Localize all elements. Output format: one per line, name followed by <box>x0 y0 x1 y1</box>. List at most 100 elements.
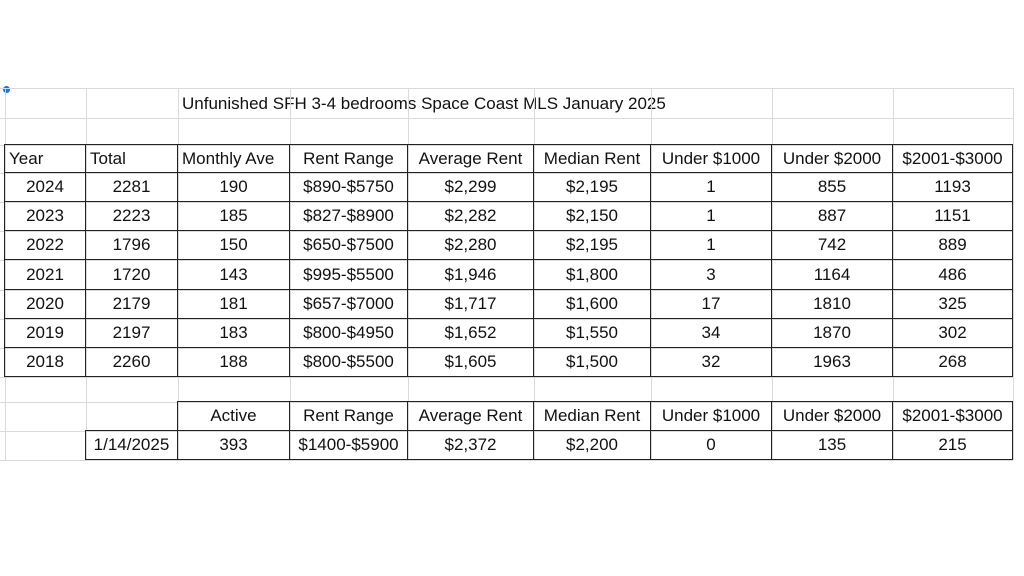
grid-line <box>0 348 1013 349</box>
table-cell: 185 <box>177 201 290 231</box>
table-cell: 183 <box>177 318 290 348</box>
table-cell: 1870 <box>771 318 893 348</box>
table-cell: 17 <box>650 289 772 319</box>
grid-line <box>0 377 1013 378</box>
table-cell: $1,605 <box>407 347 534 377</box>
grid-line <box>651 88 652 460</box>
grid-line <box>0 402 1013 403</box>
table-cell: 181 <box>177 289 290 319</box>
table-cell: $2,299 <box>407 172 534 202</box>
table-cell: 855 <box>771 172 893 202</box>
grid-line <box>0 431 1013 432</box>
table-cell: $890-$5750 <box>289 172 408 202</box>
table-cell: $1,600 <box>533 289 651 319</box>
grid-line <box>534 88 535 460</box>
grid-line <box>5 88 6 460</box>
table-cell: 188 <box>177 347 290 377</box>
column-header: Total <box>85 144 178 173</box>
table-cell: $1,800 <box>533 259 651 290</box>
grid-line <box>0 290 1013 291</box>
table-cell: 887 <box>771 201 893 231</box>
column-header: Year <box>4 144 86 173</box>
column-header: Average Rent <box>407 401 534 431</box>
table-cell: 325 <box>892 289 1013 319</box>
table-cell: 2197 <box>85 318 178 348</box>
column-header: Monthly Ave <box>177 144 290 173</box>
grid-line <box>0 202 1013 203</box>
table-cell: 0 <box>650 430 772 460</box>
grid-line <box>290 88 291 460</box>
table-cell: $800-$4950 <box>289 318 408 348</box>
table-cell: 2281 <box>85 172 178 202</box>
table-cell: 2023 <box>4 201 86 231</box>
table-cell: 1 <box>650 230 772 260</box>
column-header: Under $2000 <box>771 144 893 173</box>
table-cell: $1400-$5900 <box>289 430 408 460</box>
grid-line <box>0 319 1013 320</box>
table-cell: 1720 <box>85 259 178 290</box>
table-cell: 889 <box>892 230 1013 260</box>
column-header: Rent Range <box>289 401 408 431</box>
table-cell: 1193 <box>892 172 1013 202</box>
table-cell: 742 <box>771 230 893 260</box>
column-header: Rent Range <box>289 144 408 173</box>
selection-handle <box>3 86 10 93</box>
table-cell: 2019 <box>4 318 86 348</box>
table-cell: $800-$5500 <box>289 347 408 377</box>
table-cell: 486 <box>892 259 1013 290</box>
table-cell: $1,500 <box>533 347 651 377</box>
table-cell: 135 <box>771 430 893 460</box>
table-cell: $2,195 <box>533 172 651 202</box>
table-cell: 2024 <box>4 172 86 202</box>
table-cell: $827-$8900 <box>289 201 408 231</box>
table-cell: $995-$5500 <box>289 259 408 290</box>
table-cell: $1,550 <box>533 318 651 348</box>
table-cell: 32 <box>650 347 772 377</box>
table-cell: $1,652 <box>407 318 534 348</box>
grid-line <box>0 231 1013 232</box>
grid-line <box>0 88 1013 89</box>
column-header: $2001-$3000 <box>892 401 1013 431</box>
table-cell: $2,195 <box>533 230 651 260</box>
table-cell: 1 <box>650 172 772 202</box>
table-cell: $2,280 <box>407 230 534 260</box>
table-cell: 1/14/2025 <box>85 430 178 460</box>
grid-line <box>893 88 894 460</box>
grid-line <box>0 460 1013 461</box>
grid-line <box>0 260 1013 261</box>
table-cell: 2018 <box>4 347 86 377</box>
table-cell: 2020 <box>4 289 86 319</box>
table-cell: $1,717 <box>407 289 534 319</box>
table-cell: 3 <box>650 259 772 290</box>
grid-line <box>772 88 773 460</box>
table-cell: 143 <box>177 259 290 290</box>
table-cell: 2021 <box>4 259 86 290</box>
table-cell: $2,150 <box>533 201 651 231</box>
table-cell: 1 <box>650 201 772 231</box>
table-cell: 1796 <box>85 230 178 260</box>
grid-line <box>0 145 1013 146</box>
grid-line <box>1013 88 1014 460</box>
table-cell: $2,282 <box>407 201 534 231</box>
grid-line <box>0 173 1013 174</box>
column-header: Average Rent <box>407 144 534 173</box>
table-cell: 2260 <box>85 347 178 377</box>
table-cell: 2179 <box>85 289 178 319</box>
grid-line <box>0 118 1013 119</box>
column-header: Under $1000 <box>650 401 772 431</box>
table-cell: 150 <box>177 230 290 260</box>
table-cell: 302 <box>892 318 1013 348</box>
column-header: Median Rent <box>533 144 651 173</box>
table-cell: 2223 <box>85 201 178 231</box>
sheet-title: Unfunished SFH 3-4 bedrooms Space Coast … <box>182 94 666 113</box>
table-cell: $1,946 <box>407 259 534 290</box>
table-cell: 215 <box>892 430 1013 460</box>
column-header: Under $2000 <box>771 401 893 431</box>
grid-line <box>86 88 87 460</box>
table-cell: 190 <box>177 172 290 202</box>
table-cell: $2,372 <box>407 430 534 460</box>
table-cell: $2,200 <box>533 430 651 460</box>
table-cell: 268 <box>892 347 1013 377</box>
table-cell: $657-$7000 <box>289 289 408 319</box>
